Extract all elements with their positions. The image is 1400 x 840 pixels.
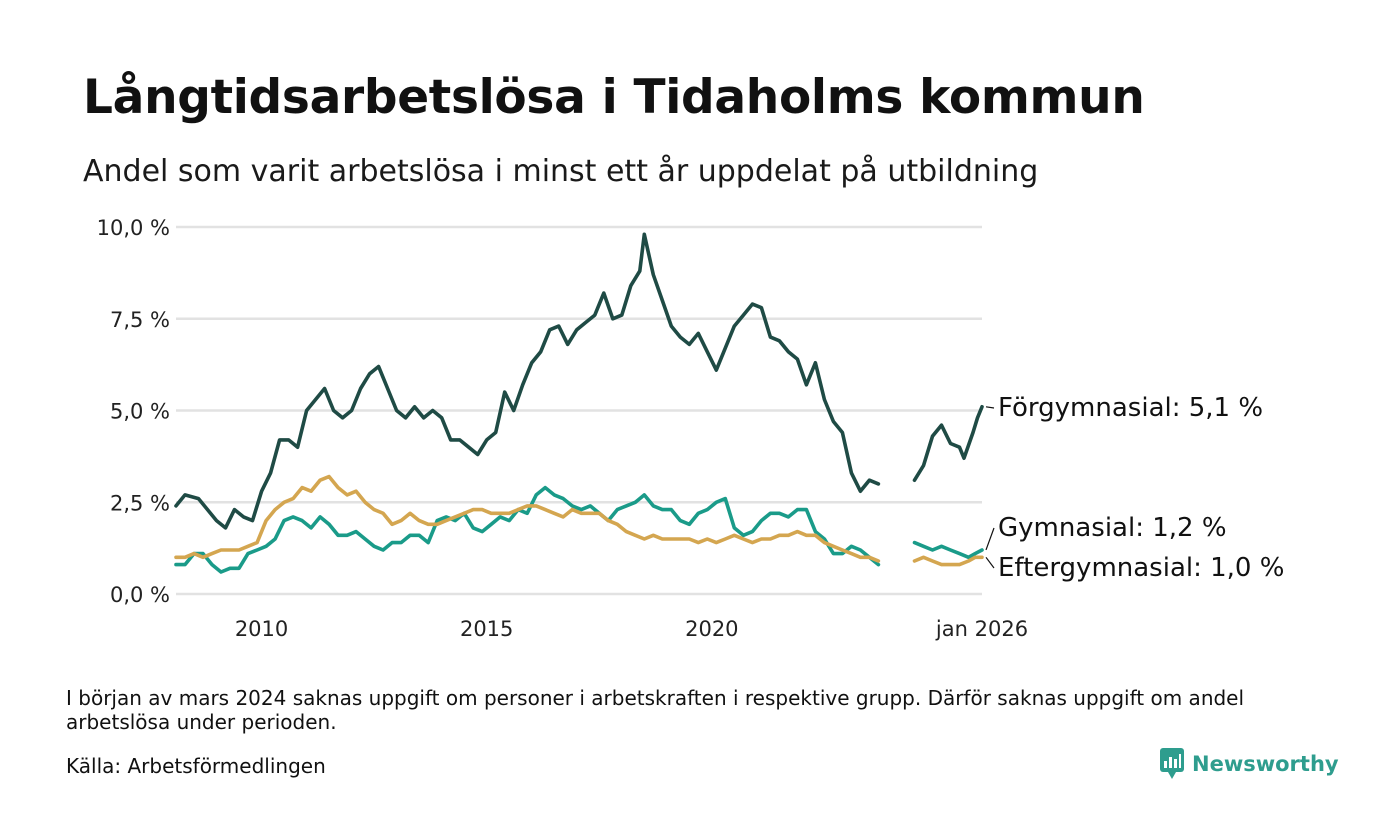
series-end-label: Förgymnasial: 5,1 %	[998, 393, 1263, 423]
series-line-gymnasial	[174, 485, 881, 574]
brand-name: Newsworthy	[1192, 752, 1339, 776]
chart-subtitle: Andel som varit arbetslösa i minst ett å…	[83, 154, 1039, 189]
series-layer	[174, 232, 984, 574]
x-tick-label: jan 2026	[935, 617, 1028, 641]
footnote: I början av mars 2024 saknas uppgift om …	[66, 686, 1245, 734]
series-line-förgymnasial	[912, 405, 984, 482]
x-tick-label: 2010	[235, 617, 288, 641]
y-tick-label: 7,5 %	[110, 308, 170, 332]
y-tick-label: 5,0 %	[110, 400, 170, 424]
series-end-label: Gymnasial: 1,2 %	[998, 513, 1227, 543]
series-end-label: Eftergymnasial: 1,0 %	[998, 553, 1284, 583]
x-tick-label: 2015	[460, 617, 513, 641]
grid-layer: 0,0 % 2,5 % 5,0 % 7,5 % 10,0 % 2010 2015 2020 ja…	[97, 216, 1028, 641]
y-tick-label: 10,0 %	[97, 216, 170, 240]
series-line-eftergymnasial	[912, 555, 984, 567]
label-leader-line	[985, 406, 995, 409]
line-chart: 0,0 % 2,5 % 5,0 % 7,5 % 10,0 % 2010 2015 2020 ja…	[97, 216, 1285, 641]
series-line-gymnasial	[912, 540, 984, 560]
label-leader-line	[985, 556, 995, 569]
label-layer: Förgymnasial: 5,1 % Gymnasial: 1,2 % Efter…	[985, 393, 1284, 583]
y-tick-label: 2,5 %	[110, 491, 170, 515]
series-line-förgymnasial	[174, 232, 881, 530]
x-tick-label: 2020	[685, 617, 738, 641]
newsworthy-brand[interactable]: Newsworthy	[1160, 748, 1339, 780]
newsworthy-logo-icon	[1160, 748, 1184, 779]
source-text: Källa: Arbetsförmedlingen	[66, 754, 326, 778]
chart-title: Långtidsarbetslösa i Tidaholms kommun	[83, 70, 1145, 125]
label-leader-line	[985, 527, 995, 551]
series-line-eftergymnasial	[174, 474, 881, 563]
y-tick-label: 0,0 %	[110, 583, 170, 607]
